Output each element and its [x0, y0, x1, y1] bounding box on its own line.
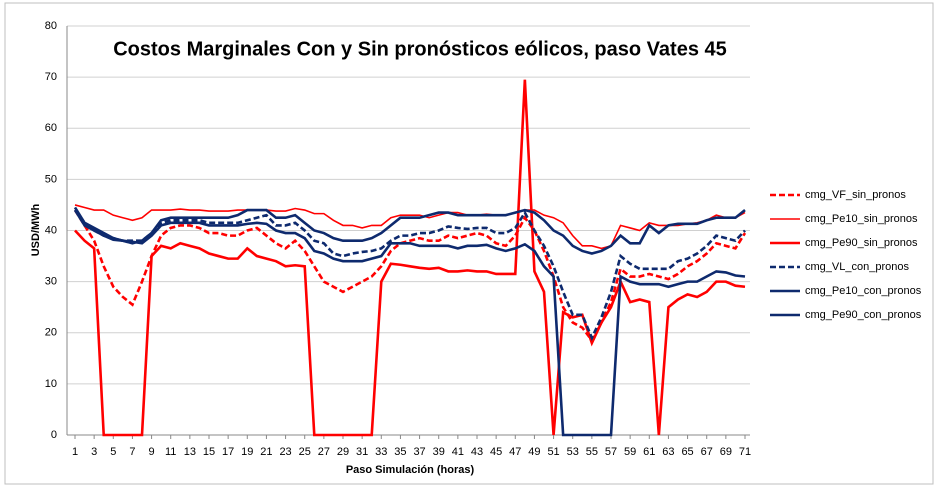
x-tick-label: 7	[129, 446, 135, 458]
legend-label: cmg_Pe10_sin_pronos	[805, 213, 918, 225]
series-line	[73, 209, 746, 437]
x-tick-label: 59	[624, 446, 636, 458]
series-line	[73, 206, 746, 255]
y-tick-label: 10	[45, 378, 57, 390]
x-tick-label: 45	[490, 446, 502, 458]
y-tick-label: 30	[45, 276, 57, 288]
x-tick-label: 43	[471, 446, 483, 458]
x-tick-label: 15	[203, 446, 215, 458]
y-tick-label: 80	[45, 20, 57, 32]
x-tick-label: 37	[413, 446, 425, 458]
x-tick-label: 39	[433, 446, 445, 458]
series-line	[73, 209, 747, 343]
x-tick-label: 19	[241, 446, 253, 458]
x-tick-label: 13	[184, 446, 196, 458]
x-tick-label: 1	[72, 446, 78, 458]
x-tick-label: 21	[260, 446, 272, 458]
y-tick-label: 0	[51, 429, 57, 441]
x-tick-label: 9	[149, 446, 155, 458]
legend-label: cmg_Pe90_sin_pronos	[805, 237, 918, 249]
chart-title: Costos Marginales Con y Sin pronósticos …	[113, 38, 727, 60]
y-tick-label: 50	[45, 173, 57, 185]
x-tick-label: 25	[299, 446, 311, 458]
x-tick-label: 41	[452, 446, 464, 458]
x-tick-label: 65	[681, 446, 693, 458]
y-axis-title: USD/MWh	[30, 203, 42, 256]
x-tick-label: 47	[509, 446, 521, 458]
x-tick-label: 53	[567, 446, 579, 458]
series-line	[73, 209, 746, 342]
legend-label: cmg_VL_con_pronos	[805, 261, 909, 273]
y-tick-label: 20	[45, 327, 57, 339]
x-tick-label: 3	[91, 446, 97, 458]
x-tick-label: 51	[547, 446, 559, 458]
x-tick-label: 49	[528, 446, 540, 458]
legend-label: cmg_VF_sin_pronos	[805, 189, 906, 201]
x-tick-label: 63	[662, 446, 674, 458]
legend-label: cmg_Pe90_con_pronos	[805, 309, 922, 321]
legend-label: cmg_Pe10_con_pronos	[805, 285, 922, 297]
x-tick-label: 29	[337, 446, 349, 458]
x-tick-label: 69	[720, 446, 732, 458]
x-tick-label: 55	[586, 446, 598, 458]
x-tick-label: 11	[165, 446, 176, 458]
x-tick-label: 27	[318, 446, 330, 458]
y-tick-label: 40	[45, 224, 57, 236]
y-tick-label: 60	[45, 122, 57, 134]
x-tick-label: 23	[279, 446, 291, 458]
x-tick-label: 33	[375, 446, 387, 458]
x-tick-label: 67	[701, 446, 713, 458]
x-tick-label: 31	[356, 446, 368, 458]
series-line	[74, 79, 746, 437]
x-tick-label: 61	[643, 446, 655, 458]
x-tick-label: 71	[739, 446, 751, 458]
series-line	[74, 204, 746, 250]
x-tick-label: 35	[394, 446, 406, 458]
x-tick-label: 5	[110, 446, 116, 458]
x-tick-label: 57	[605, 446, 617, 458]
x-tick-label: 17	[222, 446, 234, 458]
x-axis-title: Paso Simulación (horas)	[346, 464, 475, 476]
y-tick-label: 70	[45, 71, 57, 83]
